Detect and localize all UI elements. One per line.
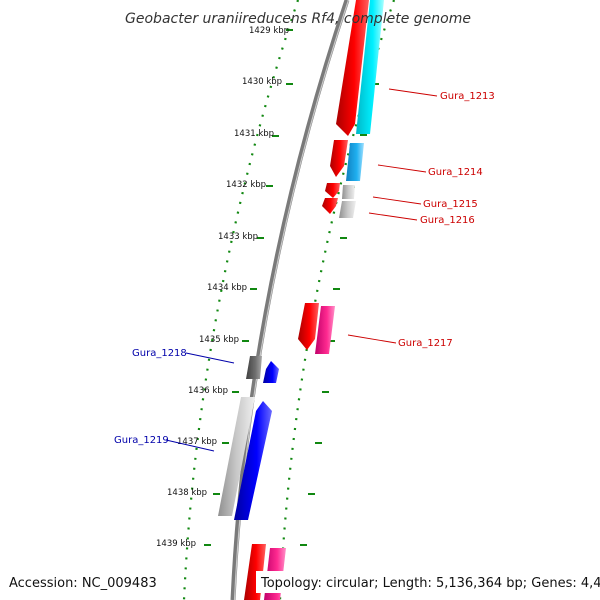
ruler-arc-right xyxy=(278,0,396,600)
cog-block-gura-1217 xyxy=(315,306,335,354)
reverse-gene-leaders xyxy=(165,352,235,452)
gene-label-gura-1219[interactable]: Gura_1219 xyxy=(114,435,169,446)
cog-block-gura-1213 xyxy=(356,0,384,134)
gene-arrow-gura-1213[interactable] xyxy=(336,0,369,136)
ruler-labels: 1429 kbp 1430 kbp 1431 kbp 1432 kbp 1433… xyxy=(156,26,289,549)
gene-arrow-gura-1216[interactable] xyxy=(322,198,338,214)
forward-gene-leaders xyxy=(347,88,438,344)
gene-arrow-gura-1215[interactable] xyxy=(325,183,340,198)
reverse-gene-features xyxy=(218,356,279,520)
gene-arrow-gura-1214[interactable] xyxy=(330,140,348,177)
kbp-label: 1432 kbp xyxy=(226,180,266,190)
footer-accession-bg xyxy=(4,571,150,593)
gene-labels: Gura_1213 Gura_1214 Gura_1215 Gura_1216 … xyxy=(114,91,495,446)
kbp-label: 1437 kbp xyxy=(177,437,217,447)
kbp-label: 1429 kbp xyxy=(249,26,289,36)
cog-block-gura-1215 xyxy=(342,185,355,199)
genome-summary-text: Topology: circular; Length: 5,136,364 bp… xyxy=(260,576,600,591)
kbp-label: 1436 kbp xyxy=(188,386,228,396)
cog-block-gura-1218 xyxy=(246,356,262,379)
forward-gene-features xyxy=(244,0,384,600)
kbp-label: 1435 kbp xyxy=(199,335,239,345)
kbp-label: 1431 kbp xyxy=(234,129,274,139)
gene-arrow-gura-1219[interactable] xyxy=(234,401,272,520)
kbp-label: 1438 kbp xyxy=(167,488,207,498)
gene-arrow-gura-1218[interactable] xyxy=(263,361,279,383)
gene-arrow-gura-1217[interactable] xyxy=(298,303,319,350)
genome-backbone-highlight xyxy=(233,0,350,600)
gene-label-gura-1218[interactable]: Gura_1218 xyxy=(132,348,187,359)
gene-label-gura-1217[interactable]: Gura_1217 xyxy=(398,338,453,349)
map-title: Geobacter uraniireducens Rf4, complete g… xyxy=(125,11,471,27)
gene-label-gura-1214[interactable]: Gura_1214 xyxy=(428,167,483,178)
kbp-label: 1439 kbp xyxy=(156,539,196,549)
gene-label-gura-1213[interactable]: Gura_1213 xyxy=(440,91,495,102)
cog-block-gura-1219 xyxy=(218,397,255,516)
ruler-arc-left xyxy=(182,0,300,600)
kbp-label: 1434 kbp xyxy=(207,283,247,293)
gene-label-gura-1215[interactable]: Gura_1215 xyxy=(423,199,478,210)
cog-block-gura-1214 xyxy=(346,143,364,181)
cog-block-gura-1216 xyxy=(339,201,356,218)
footer-summary-bg xyxy=(256,571,596,593)
kbp-label: 1433 kbp xyxy=(218,232,258,242)
kbp-label: 1430 kbp xyxy=(242,77,282,87)
gene-label-gura-1216[interactable]: Gura_1216 xyxy=(420,215,475,226)
accession-text: Accession: NC_009483 xyxy=(9,576,157,591)
